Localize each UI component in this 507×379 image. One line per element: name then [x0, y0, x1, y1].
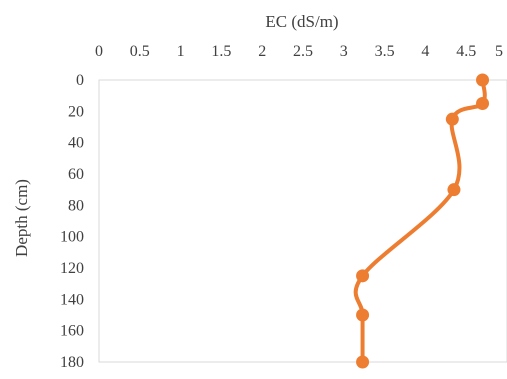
series-line — [353, 78, 487, 364]
x-tick-label: 2.5 — [293, 43, 313, 60]
series-group — [353, 73, 490, 369]
x-tick-label: 3 — [340, 43, 348, 60]
data-point-marker — [356, 308, 370, 322]
x-tick-label: 1.5 — [211, 43, 231, 60]
y-tick-label: 20 — [68, 103, 84, 120]
x-tick-label: 0 — [95, 43, 103, 60]
data-point-marker — [445, 112, 459, 126]
data-point-marker — [476, 73, 490, 87]
y-tick-label: 0 — [76, 72, 84, 89]
x-axis-title: EC (dS/m) — [265, 12, 338, 31]
x-tick-labels: 0 0.5 1 1.5 2 2.5 3 3.5 4 4.5 5 — [95, 43, 503, 60]
x-tick-label: 3.5 — [375, 43, 395, 60]
y-tick-label: 60 — [68, 166, 84, 183]
data-point-marker — [476, 97, 490, 110]
y-tick-label: 140 — [60, 291, 84, 308]
y-tick-label: 100 — [60, 229, 84, 246]
x-tick-label: 1 — [177, 43, 185, 60]
x-tick-label: 0.5 — [130, 43, 150, 60]
x-tick-label: 4 — [421, 43, 429, 60]
y-tick-label: 40 — [68, 135, 84, 152]
y-axis-title: Depth (cm) — [12, 179, 31, 257]
data-point-marker — [356, 355, 370, 369]
y-tick-labels: 0 20 40 60 80 100 120 140 160 180 — [60, 72, 84, 371]
y-tick-label: 80 — [68, 197, 84, 214]
data-point-marker — [447, 183, 461, 197]
x-tick-label: 4.5 — [456, 43, 476, 60]
data-point-marker — [356, 269, 370, 283]
y-tick-label: 160 — [60, 323, 84, 340]
y-tick-label: 180 — [60, 354, 84, 371]
plot-area — [98, 79, 507, 363]
y-tick-label: 120 — [60, 260, 84, 277]
x-tick-label: 2 — [258, 43, 266, 60]
x-tick-label: 5 — [495, 43, 503, 60]
